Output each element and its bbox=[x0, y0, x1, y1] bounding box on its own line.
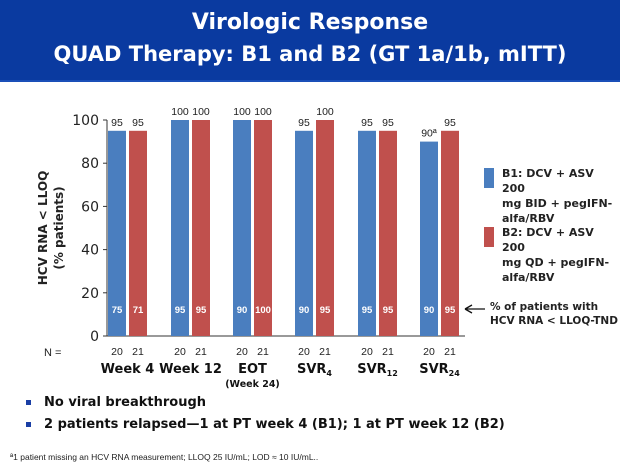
legend-label-b1: B1: DCV + ASV 200 mg BID + pegIFN- alfa/… bbox=[502, 167, 613, 225]
bullet-list: No viral breakthrough 2 patients relapse… bbox=[24, 395, 505, 439]
legend-label-b2: B2: DCV + ASV 200 mg QD + pegIFN- alfa/R… bbox=[502, 226, 610, 284]
y-tick-label: 0 bbox=[90, 329, 99, 345]
slide-title: Virologic Response bbox=[191, 10, 429, 35]
bar-b2 bbox=[379, 130, 397, 336]
y-tick-label: 40 bbox=[81, 243, 99, 259]
bar-b1 bbox=[295, 130, 313, 336]
title-banner: Virologic Response QUAD Therapy: B1 and … bbox=[0, 0, 620, 82]
bar-b2 bbox=[316, 120, 334, 336]
bar-b1 bbox=[171, 120, 189, 336]
tnd-value-label: 71 bbox=[133, 305, 144, 316]
tnd-value-label: 95 bbox=[362, 305, 373, 316]
category-label: SVR4 bbox=[297, 362, 332, 378]
legend-swatch-b2 bbox=[484, 227, 494, 247]
y-tick-label: 20 bbox=[81, 286, 99, 302]
bar-value-label: 100 bbox=[171, 106, 189, 118]
bullet-item: 2 patients relapsed—1 at PT week 4 (B1);… bbox=[24, 417, 505, 439]
category-label: SVR12 bbox=[357, 362, 398, 378]
footnote: ª1 patient missing an HCV RNA measuremen… bbox=[10, 452, 319, 462]
category-sublabel: (Week 24) bbox=[225, 379, 280, 390]
bar-value-label: 90ª bbox=[421, 128, 437, 140]
bar-b1 bbox=[233, 120, 251, 336]
category-label: Week 4 bbox=[101, 362, 155, 377]
tnd-value-label: 90 bbox=[299, 305, 310, 316]
slide-subtitle: QUAD Therapy: B1 and B2 (GT 1a/1b, mITT) bbox=[53, 42, 567, 66]
bar-value-label: 95 bbox=[111, 117, 123, 129]
n-value: 21 bbox=[444, 346, 456, 358]
bar-b1 bbox=[108, 130, 126, 336]
tnd-value-label: 95 bbox=[383, 305, 394, 316]
n-value: 21 bbox=[132, 346, 144, 358]
bullet-marker bbox=[26, 422, 31, 427]
n-value: 20 bbox=[298, 346, 310, 358]
bar-value-label: 95 bbox=[382, 117, 394, 129]
n-value: 20 bbox=[423, 346, 435, 358]
bar-value-label: 95 bbox=[444, 117, 456, 129]
bar-value-label: 95 bbox=[298, 117, 310, 129]
bar-b2 bbox=[129, 130, 147, 336]
category-label: EOT bbox=[238, 362, 267, 377]
y-tick-label: 80 bbox=[81, 156, 99, 172]
bullet-marker bbox=[26, 400, 31, 405]
tnd-value-label: 100 bbox=[255, 305, 271, 316]
tnd-value-label: 75 bbox=[112, 305, 123, 316]
category-label: SVR24 bbox=[419, 362, 460, 378]
legend-swatch-b1 bbox=[484, 168, 494, 188]
bar-value-label: 100 bbox=[192, 106, 210, 118]
bar-b1 bbox=[358, 130, 376, 336]
category-label: Week 12 bbox=[159, 362, 222, 377]
n-value: 20 bbox=[236, 346, 248, 358]
tnd-annotation: % of patients with HCV RNA < LLOQ-TND bbox=[490, 301, 618, 327]
tnd-value-label: 90 bbox=[237, 305, 248, 316]
bar-b2 bbox=[441, 130, 459, 336]
n-label: N = bbox=[44, 347, 61, 359]
bar-value-label: 100 bbox=[316, 106, 334, 118]
n-value: 20 bbox=[111, 346, 123, 358]
n-value: 20 bbox=[361, 346, 373, 358]
bar-value-label: 95 bbox=[361, 117, 373, 129]
n-value: 20 bbox=[174, 346, 186, 358]
bar-value-label: 100 bbox=[254, 106, 272, 118]
bar-b2 bbox=[192, 120, 210, 336]
arrow-left-icon bbox=[464, 304, 473, 314]
tnd-value-label: 95 bbox=[320, 305, 331, 316]
y-axis-label: HCV RNA < LLOQ (% patients) bbox=[36, 171, 66, 286]
n-value: 21 bbox=[257, 346, 269, 358]
n-value: 21 bbox=[382, 346, 394, 358]
n-value: 21 bbox=[195, 346, 207, 358]
bar-b1 bbox=[420, 141, 438, 336]
bullet-item: No viral breakthrough bbox=[24, 395, 505, 417]
bar-value-label: 95 bbox=[132, 117, 144, 129]
n-value: 21 bbox=[319, 346, 331, 358]
y-tick-label: 60 bbox=[81, 199, 99, 215]
tnd-value-label: 95 bbox=[445, 305, 456, 316]
tnd-value-label: 90 bbox=[424, 305, 435, 316]
y-tick-label: 100 bbox=[72, 113, 99, 129]
bar-b2 bbox=[254, 120, 272, 336]
bar-value-label: 100 bbox=[233, 106, 251, 118]
tnd-value-label: 95 bbox=[196, 305, 207, 316]
tnd-value-label: 95 bbox=[175, 305, 186, 316]
